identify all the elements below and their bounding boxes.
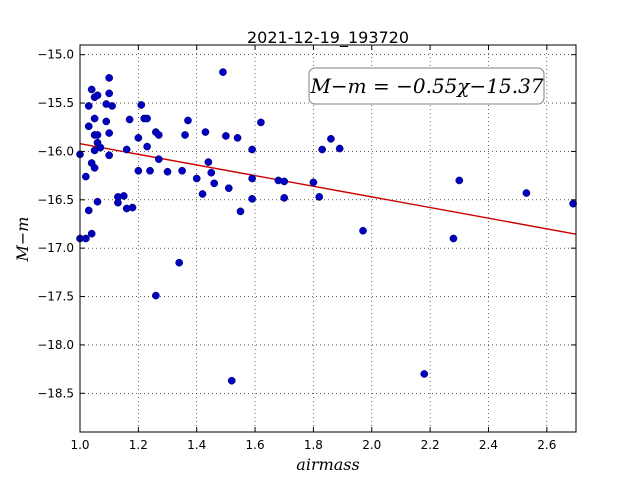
data-point (143, 114, 151, 123)
data-point (90, 164, 99, 172)
data-point (119, 192, 128, 200)
data-point (236, 207, 245, 216)
fit-line-group (79, 142, 577, 235)
data-point (87, 229, 96, 238)
data-point (315, 193, 324, 201)
data-point (248, 194, 256, 203)
data-point (154, 155, 163, 164)
data-point (84, 102, 93, 110)
data-point (108, 102, 116, 110)
data-point (81, 172, 90, 181)
data-point (105, 129, 114, 137)
x-tick-label: 2.4 (479, 438, 498, 452)
data-point (84, 206, 93, 215)
y-tick-label: −17.0 (37, 241, 74, 255)
data-point (327, 134, 335, 143)
data-point (227, 376, 236, 385)
x-tick-label: 2.0 (362, 438, 381, 452)
data-point (178, 166, 186, 175)
data-point (154, 131, 163, 139)
y-tick-label: −16.5 (37, 193, 74, 207)
data-point (359, 226, 367, 235)
data-point (233, 134, 242, 142)
x-tick-label: 1.8 (304, 438, 323, 452)
data-point (90, 114, 99, 123)
x-tick-label: 2.6 (537, 438, 556, 452)
data-point (134, 166, 143, 175)
y-tick-label: −17.5 (37, 290, 74, 304)
data-point (248, 145, 256, 154)
data-point (318, 145, 327, 154)
data-point (184, 116, 192, 125)
data-point (257, 118, 265, 127)
data-point (146, 166, 154, 175)
data-point (105, 89, 114, 98)
data-point (175, 258, 184, 267)
data-point (280, 177, 289, 186)
data-point (192, 174, 201, 183)
data-point (219, 68, 227, 76)
data-point (207, 168, 216, 177)
data-point (152, 291, 160, 300)
x-tick-label: 1.2 (129, 438, 148, 452)
data-point (105, 74, 114, 82)
data-point (420, 370, 429, 378)
y-tick-label: −18.5 (37, 386, 74, 400)
data-point (81, 234, 90, 243)
data-point (93, 131, 102, 139)
data-point (96, 143, 105, 152)
data-point (114, 198, 122, 207)
x-tick-label: 1.0 (70, 438, 89, 452)
annotation-box: M−m = −0.55χ−15.37 (308, 67, 545, 105)
fit-equation-annotation: M−m = −0.55χ−15.37 (309, 74, 543, 98)
data-point (84, 122, 93, 131)
data-point (105, 151, 114, 160)
chart-title: 2021-12-19_193720 (247, 28, 409, 48)
y-tick-label: −15.5 (37, 96, 74, 110)
data-point (87, 85, 96, 94)
data-point (204, 158, 213, 166)
data-point (128, 203, 137, 212)
data-point (93, 91, 102, 100)
x-axis-label: airmass (296, 455, 359, 474)
data-point (335, 144, 344, 153)
plot-frame (79, 44, 577, 433)
data-point (201, 128, 210, 136)
x-tick-label: 1.4 (187, 438, 206, 452)
y-tick-label: −16.0 (37, 144, 74, 158)
data-point (280, 194, 289, 202)
data-point (122, 145, 131, 154)
y-tick-label: −15.0 (37, 48, 74, 62)
data-point (224, 184, 233, 193)
fit-line (79, 142, 577, 235)
data-point (198, 190, 207, 198)
data-points (76, 68, 577, 385)
data-point (522, 189, 531, 197)
x-tick-label: 1.6 (246, 438, 265, 452)
data-point (248, 174, 256, 183)
data-point (143, 142, 151, 151)
data-point (102, 117, 111, 126)
data-point (455, 176, 464, 185)
data-point (163, 167, 172, 176)
axis-ticks: 1.0 1.2 1.4 1.6 1.8 2.0 2.2 2.4 2.6 −15.0 −15.5 −16… (37, 45, 576, 452)
data-point (222, 132, 230, 140)
y-axis-label: M−m (13, 217, 32, 263)
data-point (210, 179, 219, 188)
data-point (134, 134, 143, 142)
data-point (309, 178, 318, 187)
y-tick-label: −18.0 (37, 338, 74, 352)
data-point (137, 101, 146, 109)
data-point (449, 234, 458, 243)
data-point (93, 197, 102, 206)
x-tick-label: 2.2 (421, 438, 440, 452)
data-point (125, 115, 134, 124)
data-point (181, 131, 189, 139)
